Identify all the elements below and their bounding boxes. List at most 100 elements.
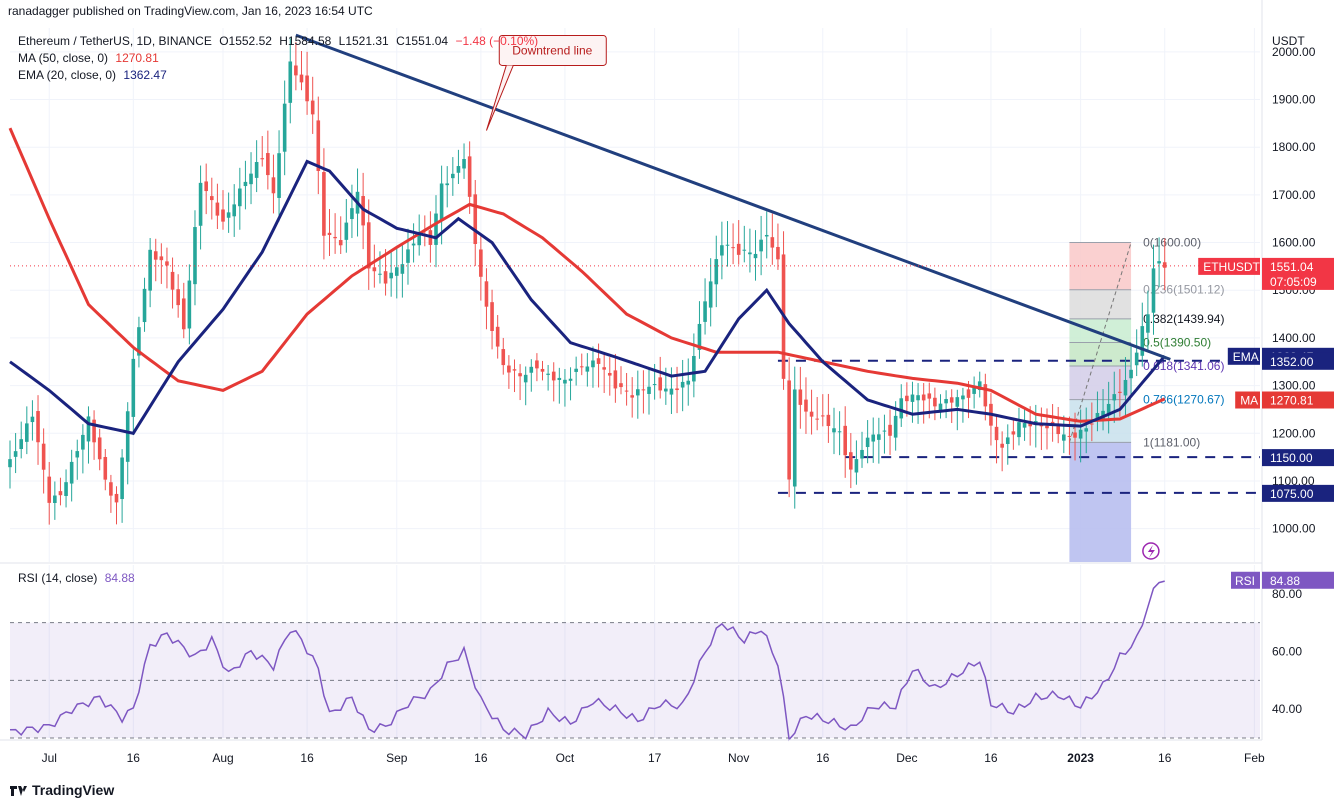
support-tag-value: 1150.00 [1270, 451, 1313, 465]
price-tag-label: EMA [1233, 350, 1259, 364]
price-tag-label: ETHUSDT [1203, 260, 1260, 274]
candle-body [13, 451, 18, 457]
candle-body [899, 398, 904, 419]
candle-body [820, 415, 825, 417]
candle-body [1101, 410, 1105, 419]
candle-body [238, 188, 242, 207]
candle-body [1151, 268, 1156, 313]
candle-body [888, 424, 892, 436]
candle-body [322, 172, 326, 236]
time-tick-label: 2023 [1067, 751, 1094, 765]
candle-body [641, 389, 646, 391]
price-tick-label: 1400.00 [1272, 331, 1316, 345]
candle-body [1146, 314, 1150, 333]
candle-body [938, 403, 943, 411]
candle-body [92, 419, 96, 443]
candle-body [484, 281, 489, 307]
price-tag-label-box [1227, 347, 1260, 365]
candle-body [299, 74, 304, 83]
price-tag-label-box [1235, 391, 1260, 409]
candle-body [226, 212, 231, 218]
candle-body [75, 451, 80, 458]
candle-body [1056, 425, 1061, 435]
tradingview-logo[interactable]: TradingView [10, 782, 114, 798]
candle-body [198, 182, 203, 226]
candle-body [19, 439, 24, 450]
candle-body [809, 411, 814, 417]
ma-legend[interactable]: MA (50, close, 0) 1270.81 [18, 51, 159, 65]
candle-body [383, 271, 388, 284]
candle-body [153, 251, 158, 260]
candle-body [1106, 403, 1111, 416]
ema-legend[interactable]: EMA (20, close, 0) 1362.47 [18, 68, 167, 82]
brand-name: TradingView [32, 782, 115, 798]
price-tick-label: 1000.00 [1272, 522, 1316, 536]
candle-body [462, 159, 466, 169]
callout-text: Downtrend line [512, 43, 592, 57]
candle-body [103, 456, 108, 480]
candle-body [254, 162, 259, 178]
candle-body [972, 385, 976, 394]
candle-body [81, 434, 85, 450]
candle-body [933, 397, 937, 407]
candle-body [417, 234, 421, 246]
candle-body [473, 194, 478, 245]
candle-body [624, 390, 629, 392]
fib-zone [1069, 366, 1132, 400]
candle-body [664, 388, 668, 392]
candles [8, 38, 1167, 525]
rsi-tick-label: 40.00 [1272, 702, 1302, 716]
candle-body [944, 399, 948, 404]
candle-body [563, 379, 567, 384]
grid-lines [10, 28, 1260, 738]
price-tag-label-box [1198, 257, 1260, 275]
candle-body [41, 443, 46, 470]
candle-body [456, 166, 461, 173]
candle-body [333, 236, 337, 239]
candle-body [748, 252, 752, 255]
candle-body [1011, 431, 1016, 435]
rsi-tag-value: 84.88 [1270, 574, 1300, 588]
ema-value: 1362.47 [123, 68, 167, 82]
time-tick-label: 16 [984, 751, 998, 765]
candle-body [591, 360, 595, 368]
ema20-line [9, 159, 1166, 435]
price-tick-label: 1100.00 [1272, 474, 1315, 488]
candle-body [1118, 391, 1122, 393]
support-tag-value: 1075.00 [1270, 487, 1314, 501]
candle-body [69, 461, 74, 484]
candle-body [1005, 437, 1010, 444]
candle-body [64, 482, 68, 496]
candle-body [282, 103, 287, 152]
candle-body [708, 281, 713, 308]
rsi-legend[interactable]: RSI (14, close) 84.88 [18, 571, 135, 585]
candle-body [579, 366, 584, 368]
candle-body [86, 416, 91, 442]
candle-body [636, 389, 640, 396]
rsi-tag-label: RSI [1235, 574, 1255, 588]
support-tag-box [1262, 352, 1334, 370]
candle-body [277, 153, 281, 198]
candle-body [658, 377, 663, 391]
candle-body [697, 323, 702, 350]
candle-body [366, 222, 371, 269]
candle-body [585, 366, 590, 372]
symbol-name[interactable]: Ethereum / TetherUS, 1D, BINANCE [18, 34, 212, 48]
downtrend-callout: Downtrend line [485, 34, 607, 131]
candle-body [445, 183, 450, 186]
candle-body [338, 240, 343, 246]
candle-body [266, 153, 270, 176]
candle-body [725, 244, 730, 246]
price-tick-label: 1700.00 [1272, 188, 1316, 202]
rsi-value: 84.88 [104, 571, 135, 585]
candle-body [893, 415, 898, 438]
candle-body [1062, 434, 1066, 441]
candle-body [260, 158, 265, 160]
ma-label: MA (50, close, 0) [18, 51, 109, 65]
candle-body [305, 75, 309, 102]
candle-body [966, 389, 971, 398]
candle-body [350, 208, 354, 220]
candle-body [131, 358, 136, 417]
candle-body [551, 371, 556, 381]
